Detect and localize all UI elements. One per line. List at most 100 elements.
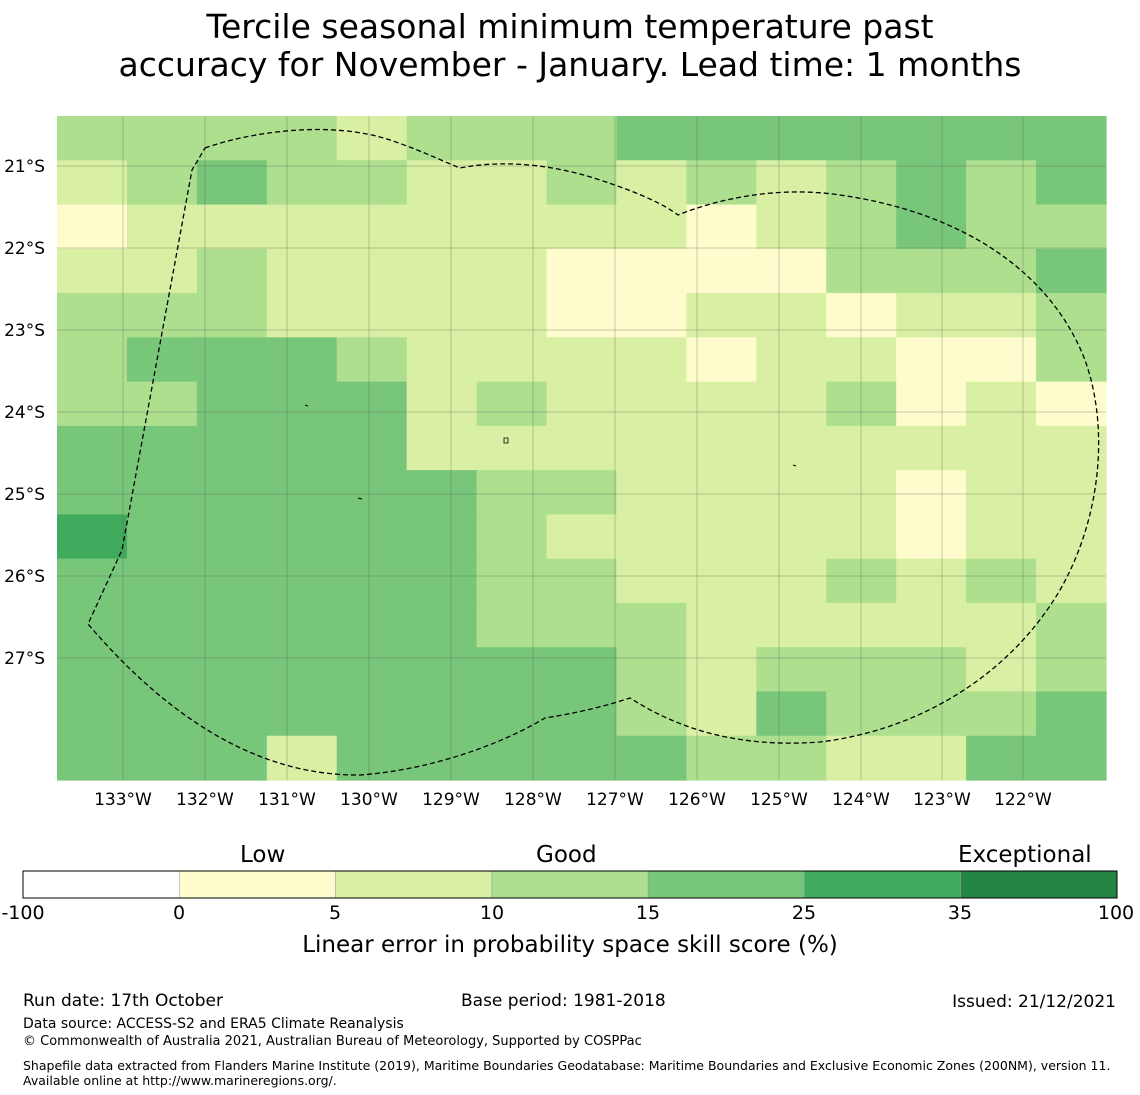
grid-cell	[826, 116, 897, 161]
grid-cell	[476, 160, 548, 206]
grid-cell	[196, 116, 268, 161]
grid-cell	[546, 160, 618, 206]
grid-cell	[616, 381, 687, 427]
grid-cell	[546, 558, 618, 604]
grid-cell	[1036, 691, 1107, 737]
grid-cell	[756, 691, 827, 737]
grid-cell	[406, 691, 478, 737]
grid-cell	[826, 602, 897, 648]
grid-cell	[266, 602, 338, 648]
grid-cell	[1036, 425, 1107, 471]
grid-cell	[57, 514, 128, 560]
grid-cell	[476, 735, 548, 781]
grid-cell	[546, 647, 618, 693]
longitude-label: 133°W	[94, 790, 152, 810]
grid-cell	[126, 381, 198, 427]
grid-cell	[546, 337, 618, 383]
grid-cell	[686, 381, 757, 427]
grid-cell	[896, 425, 967, 471]
grid-cell	[966, 514, 1037, 560]
grid-cell	[826, 470, 897, 515]
base-period: Base period: 1981-2018	[461, 991, 666, 1011]
longitude-label: 131°W	[258, 790, 316, 810]
grid-cell	[336, 204, 408, 250]
grid-cell	[57, 293, 128, 338]
grid-cell	[896, 248, 967, 294]
grid-cell	[616, 470, 687, 515]
grid-cell	[336, 248, 408, 294]
grid-cell	[686, 470, 757, 515]
grid-cell	[686, 204, 757, 250]
grid-cell	[1036, 337, 1107, 383]
grid-cell	[476, 248, 548, 294]
grid-cell	[476, 425, 548, 471]
grid-cell	[686, 425, 757, 471]
grid-cell	[1036, 558, 1107, 604]
grid-cell	[196, 293, 268, 338]
grid-cell	[196, 514, 268, 560]
colorbar-category-exceptional: Exceptional	[958, 842, 1092, 868]
grid-cell	[826, 735, 897, 781]
grid-cell	[336, 160, 408, 206]
grid-cell	[686, 248, 757, 294]
grid-cell	[266, 470, 338, 515]
grid-cell	[476, 558, 548, 604]
colorbar-tick: 10	[479, 902, 505, 924]
grid-cell	[896, 602, 967, 648]
grid-cell	[266, 691, 338, 737]
grid-cell	[756, 470, 827, 515]
colorbar-segment	[960, 870, 1118, 899]
grid-cell	[476, 337, 548, 383]
grid-cell	[476, 514, 548, 560]
grid-cell	[476, 602, 548, 648]
longitude-label: 126°W	[668, 790, 726, 810]
grid-cell	[896, 116, 967, 161]
grid-cell	[966, 116, 1037, 161]
data-source: Data source: ACCESS-S2 and ERA5 Climate …	[23, 1016, 404, 1032]
grid-cell	[406, 514, 478, 560]
grid-cell	[896, 204, 967, 250]
shapefile-credit: Shapefile data extracted from Flanders M…	[23, 1058, 1111, 1088]
colorbar-segment	[647, 870, 805, 899]
grid-cell	[266, 204, 338, 250]
grid-cell	[686, 116, 757, 161]
grid-cell	[966, 602, 1037, 648]
grid-cell	[266, 647, 338, 693]
grid-cell	[966, 381, 1037, 427]
grid-cell	[476, 470, 548, 515]
grid-cell	[336, 514, 408, 560]
grid-cell	[546, 381, 618, 427]
grid-cell	[616, 735, 687, 781]
grid-cell	[266, 116, 338, 161]
grid-cell	[756, 558, 827, 604]
grid-cell	[406, 160, 478, 206]
grid-cell	[336, 337, 408, 383]
grid-cell	[196, 160, 268, 206]
latitude-label: 27°S	[4, 649, 45, 669]
grid-cell	[57, 691, 128, 737]
grid-cell	[406, 337, 478, 383]
title-line-2: accuracy for November - January. Lead ti…	[118, 45, 1022, 84]
grid-cell	[406, 602, 478, 648]
grid-cell	[57, 116, 128, 161]
grid-cell	[196, 204, 268, 250]
latitude-label: 26°S	[4, 567, 45, 587]
grid-cell	[896, 293, 967, 338]
longitude-label: 127°W	[586, 790, 644, 810]
grid-cell	[826, 248, 897, 294]
grid-cell	[406, 647, 478, 693]
colorbar-tick: 5	[328, 902, 342, 924]
grid-cell	[896, 160, 967, 206]
grid-cell	[1036, 116, 1107, 161]
grid-cell	[196, 425, 268, 471]
grid-cell	[126, 558, 198, 604]
grid-cell	[756, 602, 827, 648]
grid-cell	[896, 337, 967, 383]
grid-cell	[616, 337, 687, 383]
grid-cell	[756, 293, 827, 338]
grid-cell	[126, 691, 198, 737]
grid-cell	[826, 204, 897, 250]
grid-cell	[1036, 514, 1107, 560]
grid-cell	[616, 602, 687, 648]
grid-cell	[57, 558, 128, 604]
